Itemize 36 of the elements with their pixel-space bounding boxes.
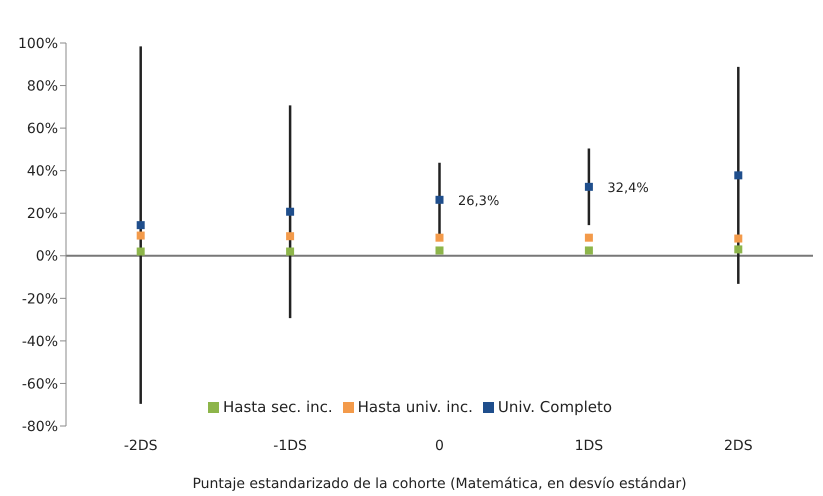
point [286,232,294,240]
y-tick-label: -80% [22,418,58,435]
x-tick-label: 0 [435,438,444,454]
point [136,221,145,230]
point [286,208,294,216]
y-tick-label: 80% [26,78,58,95]
data-label: 26,3% [458,194,500,209]
point [734,171,742,180]
y-tick-label: 0% [36,248,58,265]
legend-label: Hasta sec. inc. [223,398,333,416]
point [136,232,145,240]
point [734,245,742,254]
legend-label: Hasta univ. inc. [358,398,473,416]
point [286,248,294,256]
y-tick-label: 40% [26,164,58,180]
x-tick-label: 2DS [724,438,753,454]
point [584,182,593,191]
x-tick-label: 1DS [574,438,604,454]
y-tick-label: -20% [22,291,58,308]
x-tick-label: -1DS [273,438,308,454]
y-tick-label: 20% [26,206,58,222]
point [436,246,444,254]
data-label: 32,4% [607,180,649,196]
point [436,196,444,204]
y-tick-label: -60% [22,376,58,392]
point [136,248,145,256]
point [436,234,444,242]
point [734,234,742,243]
point [584,246,593,254]
y-tick-label: 100% [18,36,58,52]
point [584,234,593,242]
legend-label: Univ. Completo [498,398,612,416]
x-tick-label: -2DS [124,438,158,454]
y-tick-label: -40% [22,334,58,350]
x-axis-title: Puntaje estandarizado de la cohorte (Matemática, en desvío estándar) [192,476,687,492]
y-tick-label: 60% [26,121,58,138]
